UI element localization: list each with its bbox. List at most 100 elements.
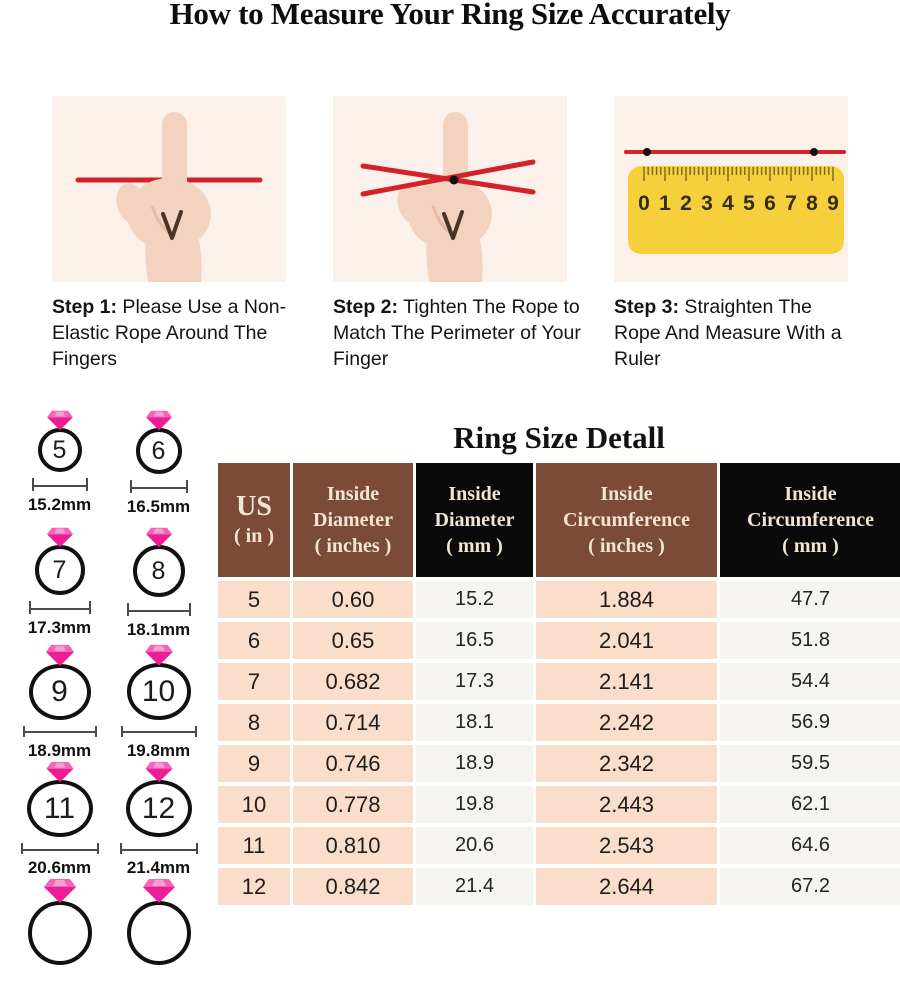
table-cell: 64.6	[720, 827, 900, 864]
page-title: How to Measure Your Ring Size Accurately	[169, 0, 731, 31]
diameter-bracket	[126, 603, 191, 616]
ruler-number: 3	[701, 192, 713, 215]
step1-label: Step 1:	[52, 296, 118, 318]
ring-size-number: 8	[132, 545, 185, 597]
table-cell: 0.682	[293, 663, 413, 700]
diameter-bracket	[31, 478, 88, 491]
ruler-number: 2	[680, 192, 692, 215]
diamond-icon	[45, 644, 74, 667]
ruler-number: 8	[806, 192, 818, 215]
table-cell: 51.8	[720, 622, 900, 659]
step2-illustration	[333, 96, 567, 282]
table-cell: 1.884	[536, 581, 717, 618]
hand-with-crossed-rope-icon	[360, 112, 536, 282]
ring-diameter-label: 18.1mm	[126, 620, 191, 639]
us-size-cell: 9	[218, 745, 290, 782]
ring-size-number: 12	[125, 779, 192, 838]
diameter-bracket	[20, 843, 99, 854]
table-cell: 17.3	[416, 663, 533, 700]
diamond-icon	[144, 644, 173, 666]
table-cell: 56.9	[720, 704, 900, 741]
column-header: Inside Diameter( mm )	[416, 463, 533, 577]
ring-illustration: 12 21.4mm	[109, 761, 208, 878]
ring-size-number: 5	[37, 428, 82, 472]
table-cell: 0.714	[293, 704, 413, 741]
ring-diameter-label: 15.2mm	[27, 495, 92, 514]
table-cell: 62.1	[720, 786, 900, 823]
ring-diameter-label: 21.4mm	[126, 858, 191, 877]
ring-size-number: 11	[26, 779, 93, 838]
column-header: Inside Diameter( inches )	[293, 463, 413, 577]
table-cell: 0.842	[293, 868, 413, 905]
table-cell: 0.60	[293, 581, 413, 618]
ring-illustration: 6 16.5mm	[109, 410, 208, 527]
ring-diameter-label: 20.6mm	[27, 858, 92, 877]
ring-size-number: 10	[126, 663, 191, 720]
step1-text: Please Use a Non-Elastic Rope Around The…	[52, 296, 287, 370]
table-cell: 2.543	[536, 827, 717, 864]
us-size-cell: 12	[218, 868, 290, 905]
ring-diameter-label: 19.8mm	[126, 741, 191, 760]
ruler-number: 9	[827, 192, 839, 215]
diamond-icon	[144, 761, 173, 783]
step2-caption: Step 2: Tighten The Rope to Match The Pe…	[333, 294, 581, 372]
column-header: US( in )	[218, 463, 290, 577]
table-cell: 67.2	[720, 868, 900, 905]
ring-illustration-partial	[109, 878, 208, 995]
table-cell: 0.778	[293, 786, 413, 823]
table-cell: 47.7	[720, 581, 900, 618]
diamond-icon	[46, 410, 73, 431]
ruler-number: 0	[638, 192, 650, 215]
table-cell: 2.242	[536, 704, 717, 741]
ring-size-number: 7	[34, 545, 85, 595]
us-size-cell: 5	[218, 581, 290, 618]
step3-caption: Step 3: Straighten The Rope And Measure …	[614, 294, 862, 372]
table-cell: 21.4	[416, 868, 533, 905]
table-cell: 18.1	[416, 704, 533, 741]
hand-with-rope-icon	[75, 112, 263, 282]
ring-size-number: 6	[135, 428, 182, 474]
ring-illustration-partial	[10, 878, 109, 995]
us-size-cell: 7	[218, 663, 290, 700]
table-cell: 15.2	[416, 581, 533, 618]
step2-text: Tighten The Rope to Match The Perimeter …	[333, 296, 581, 370]
ring-size-table: US( in ) Inside Diameter( inches ) Inside Di…	[218, 463, 900, 905]
step-2: Step 2: Tighten The Rope to Match The Pe…	[333, 96, 581, 372]
us-size-cell: 11	[218, 827, 290, 864]
ruler-number: 1	[659, 192, 671, 215]
diameter-bracket	[22, 725, 97, 738]
ring-illustration: 7 17.3mm	[10, 527, 109, 644]
ring-size-number: 9	[28, 663, 91, 720]
step2-label: Step 2:	[333, 296, 399, 318]
table-cell: 0.810	[293, 827, 413, 864]
ring-illustration: 8 18.1mm	[109, 527, 208, 644]
us-size-cell: 6	[218, 622, 290, 659]
table-cell: 59.5	[720, 745, 900, 782]
ring-diameter-label: 17.3mm	[27, 618, 92, 637]
table-cell: 54.4	[720, 663, 900, 700]
diamond-icon	[142, 879, 175, 903]
ring-size-number	[126, 901, 191, 965]
ring-illustration: 9 18.9mm	[10, 644, 109, 761]
ring-size-detail-title: Ring Size Detall	[453, 420, 665, 455]
table-cell: 0.746	[293, 745, 413, 782]
ring-illustration: 11 20.6mm	[10, 761, 109, 878]
table-cell: 2.342	[536, 745, 717, 782]
steps-row: Step 1: Please Use a Non-Elastic Rope Ar…	[0, 96, 900, 372]
diamond-icon	[145, 527, 172, 548]
ring-diameter-label: 16.5mm	[126, 497, 191, 516]
step3-label: Step 3:	[614, 296, 680, 318]
ruler-number: 4	[722, 192, 734, 215]
us-size-cell: 8	[218, 704, 290, 741]
ring-illustration: 5 15.2mm	[10, 410, 109, 527]
diameter-bracket	[28, 601, 91, 614]
ring-diameter-label: 18.9mm	[27, 741, 92, 760]
column-header: Inside Circumference( inches )	[536, 463, 717, 577]
table-cell: 0.65	[293, 622, 413, 659]
column-header: Inside Circumference( mm )	[720, 463, 900, 577]
ruler-number: 7	[785, 192, 797, 215]
diamond-icon	[43, 879, 76, 903]
table-cell: 19.8	[416, 786, 533, 823]
